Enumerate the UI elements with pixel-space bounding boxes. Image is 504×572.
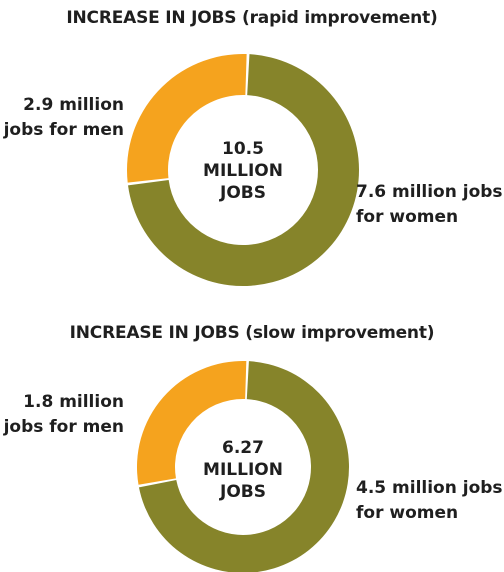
chart-1-slice-women	[128, 54, 359, 286]
chart-2-men-label-line2: jobs for men	[3, 417, 124, 437]
chart-2-center-line1: 6.27	[222, 438, 264, 458]
chart-2-slice-men	[137, 361, 247, 485]
chart-1-center-line1: 10.5	[222, 139, 264, 159]
chart-2-slice-women	[138, 361, 350, 572]
chart-2-men-label-line1: 1.8 million	[23, 392, 124, 412]
chart-1-center-line2: MILLION	[203, 161, 283, 181]
chart-1-title: INCREASE IN JOBS (rapid improvement)	[66, 8, 438, 28]
chart-1-men-label-line1: 2.9 million	[23, 95, 124, 115]
chart-2-women-label-line1: 4.5 million jobs	[356, 478, 503, 498]
chart-1-center-label: 10.5 MILLION JOBS	[183, 138, 303, 204]
chart-2-men-label: 1.8 million jobs for men	[0, 390, 124, 440]
chart-1-center-line3: JOBS	[220, 183, 266, 203]
chart-2-women-label: 4.5 million jobs for women	[356, 476, 503, 526]
chart-2-center-line3: JOBS	[220, 482, 266, 502]
chart-1-men-label: 2.9 million jobs for men	[0, 93, 124, 143]
chart-2-center-label: 6.27 MILLION JOBS	[183, 437, 303, 503]
chart-2-title: INCREASE IN JOBS (slow improvement)	[69, 323, 435, 343]
chart-1-women-label-line1: 7.6 million jobs	[356, 182, 503, 202]
chart-2-women-label-line2: for women	[356, 503, 459, 523]
chart-1-women-label: 7.6 million jobs for women	[356, 180, 503, 230]
chart-2-center-line2: MILLION	[203, 460, 283, 480]
chart-1-women-label-line2: for women	[356, 207, 459, 227]
chart-1-slice-men	[127, 54, 247, 183]
chart-1-men-label-line2: jobs for men	[3, 120, 124, 140]
